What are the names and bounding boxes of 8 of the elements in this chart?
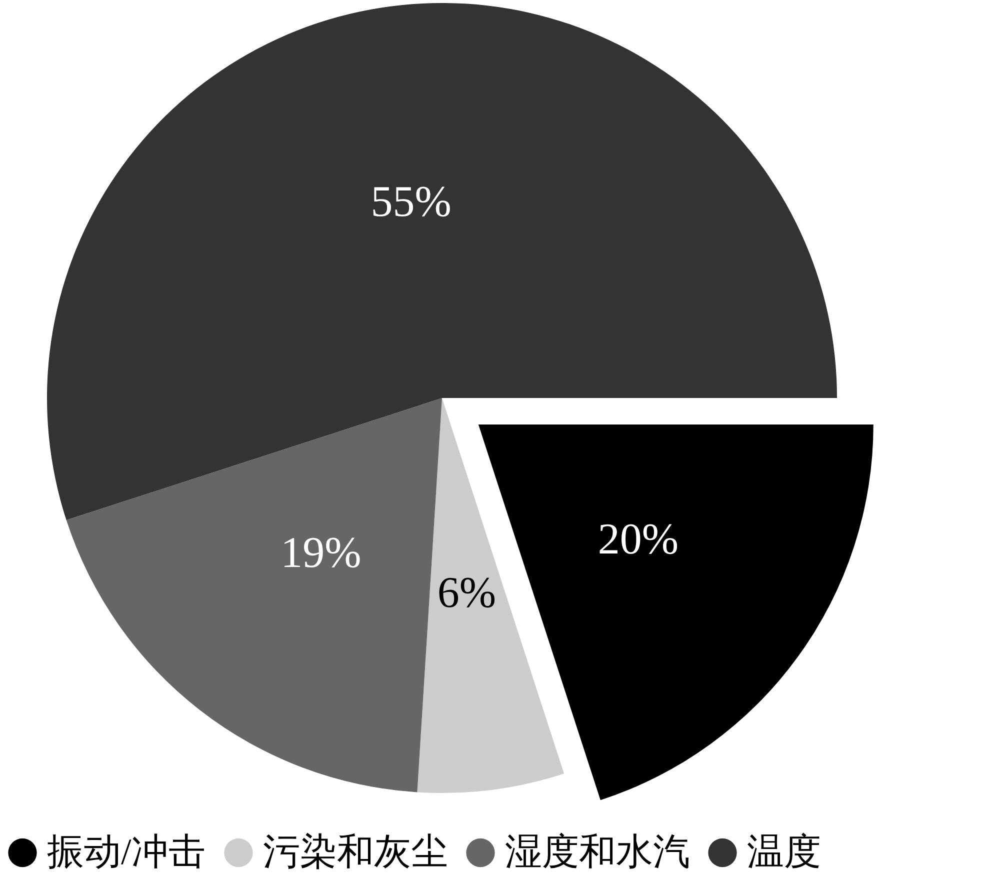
data-label: 55% xyxy=(370,176,452,226)
legend-label: 污染和灰尘 xyxy=(263,832,448,873)
data-label: 19% xyxy=(280,528,362,578)
data-label: 20% xyxy=(598,514,679,564)
legend-label: 振动/冲击 xyxy=(47,832,206,873)
legend-label: 温度 xyxy=(747,832,821,873)
data-label: 6% xyxy=(437,568,496,617)
legend-label: 湿度和水汽 xyxy=(505,832,690,873)
